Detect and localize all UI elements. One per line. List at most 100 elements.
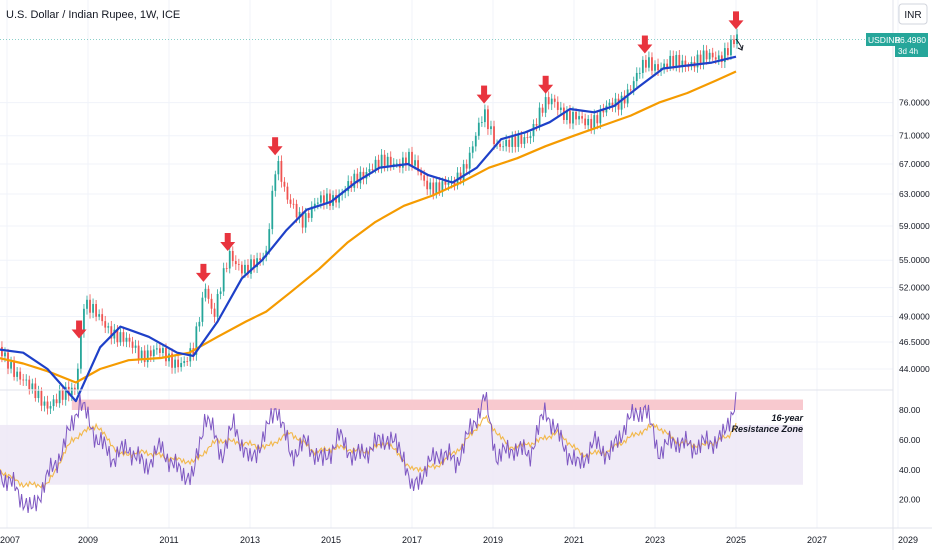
price-candle	[471, 141, 474, 159]
price-candle	[162, 343, 164, 357]
price-candle	[183, 356, 186, 367]
price-candle	[49, 401, 52, 415]
price-candle	[110, 320, 113, 345]
price-candle	[444, 176, 447, 191]
time-axis-tick: 2019	[483, 535, 503, 545]
price-candle	[158, 342, 161, 358]
price-candle	[250, 254, 252, 279]
price-badge-price: 86.4980	[895, 35, 926, 45]
price-candle	[213, 302, 216, 323]
price-axis-ticks: 76.0000 71.0000 67.0000 63.0000 59.0000 55.00…	[899, 98, 930, 374]
price-candle	[107, 322, 110, 334]
time-axis-tick: 2011	[159, 535, 178, 545]
peak-arrow	[195, 263, 211, 282]
price-candle	[280, 155, 283, 188]
price-candle	[441, 177, 444, 197]
peak-arrow	[637, 35, 653, 54]
price-candle	[22, 373, 25, 386]
chart-title: U.S. Dollar / Indian Rupee, 1W, ICE	[6, 9, 180, 21]
price-candle	[474, 132, 477, 152]
price-candle	[43, 396, 46, 412]
price-candle	[389, 151, 392, 171]
price-candle	[386, 152, 389, 172]
price-axis-tick: 46.5000	[899, 337, 930, 347]
price-candle	[405, 152, 407, 171]
price-candle	[180, 357, 183, 372]
projection-arrowhead	[737, 44, 744, 51]
peak-arrows	[71, 11, 744, 339]
price-candle	[696, 50, 699, 73]
price-candle	[377, 154, 380, 173]
price-candle	[241, 261, 243, 279]
price-candle	[611, 97, 614, 112]
grid-lines	[0, 0, 899, 528]
price-candle	[401, 151, 404, 174]
time-axis-tick: 2027	[807, 535, 827, 545]
price-candle	[529, 131, 532, 144]
price-candle	[301, 206, 304, 234]
price-candle	[67, 381, 70, 402]
moving-averages	[0, 55, 737, 403]
rsi-axis-tick: 20.00	[899, 495, 921, 505]
peak-arrow	[267, 137, 283, 156]
price-candle	[408, 148, 410, 171]
price-candle	[651, 52, 653, 76]
price-candle	[417, 155, 419, 176]
currency-box[interactable]	[898, 3, 928, 25]
price-candle	[547, 91, 550, 110]
price-candle	[268, 223, 271, 255]
price-candle	[736, 28, 738, 49]
price-candle	[544, 92, 547, 118]
price-candle	[195, 322, 198, 361]
rsi-axis-tick: 80.00	[899, 405, 921, 415]
price-candle	[37, 385, 40, 403]
price-candle	[666, 59, 669, 73]
price-candle	[234, 255, 237, 271]
price-candle	[493, 120, 495, 150]
price-candle	[641, 56, 644, 79]
price-candle	[420, 167, 423, 181]
price-axis-tick: 49.0000	[899, 312, 930, 322]
price-candle	[307, 209, 310, 223]
price-candle	[596, 110, 599, 130]
time-axis-tick: 2021	[564, 535, 584, 545]
price-candle	[678, 50, 681, 73]
time-axis-tick: 2017	[402, 535, 422, 545]
price-candle	[89, 294, 91, 319]
rsi-axis-tick: 60.00	[899, 435, 921, 445]
price-axis-tick: 59.0000	[899, 221, 930, 231]
price-candle	[347, 175, 350, 197]
price-candle	[310, 201, 313, 222]
price-candle	[86, 295, 88, 315]
price-candle	[356, 168, 359, 189]
peak-arrow	[71, 320, 87, 339]
price-candle	[638, 67, 641, 79]
price-candle	[584, 113, 587, 130]
price-candle	[52, 395, 55, 411]
price-candle	[587, 115, 590, 130]
price-candle	[31, 378, 34, 394]
price-axis-tick: 67.0000	[899, 159, 930, 169]
time-axis-ticks: 2007 2009 2011 2013 2015 2017 2019 2021 2023 2025…	[0, 535, 918, 545]
price-candle	[119, 328, 122, 346]
price-candle	[131, 336, 134, 354]
price-candle	[566, 106, 568, 125]
price-candle	[362, 167, 365, 185]
price-candle	[225, 262, 228, 273]
price-candle	[711, 47, 714, 61]
price-candle	[663, 59, 666, 74]
price-candle	[329, 189, 331, 211]
time-axis-tick: 2013	[240, 535, 260, 545]
peak-arrow	[476, 85, 492, 104]
price-candle	[681, 54, 684, 73]
price-candle	[289, 194, 292, 208]
rsi-range-band	[0, 424, 803, 485]
time-axis-tick: 2023	[645, 535, 665, 545]
price-candle	[201, 291, 204, 327]
price-candle	[207, 285, 210, 304]
price-candle	[76, 363, 79, 395]
price-candle	[210, 293, 213, 315]
price-candle	[702, 44, 705, 70]
time-axis-tick: 2025	[726, 535, 746, 545]
